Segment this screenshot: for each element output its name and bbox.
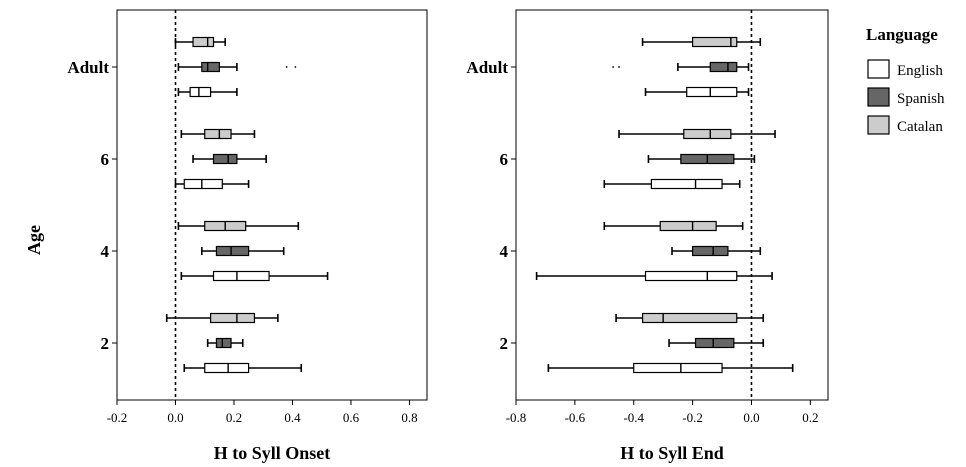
y-tick-label-4: 4 [101, 242, 110, 261]
box-catalan-age-2 [615, 312, 765, 324]
y-tick-label-adult: Adult [67, 58, 109, 77]
x-tick-label: 0.8 [401, 410, 417, 425]
y-tick-label-6: 6 [101, 150, 110, 169]
box-iqr [183, 178, 223, 190]
legend-item-english: English [867, 59, 943, 79]
y-tick-label-2: 2 [101, 334, 110, 353]
box-iqr [692, 245, 729, 257]
outlier-point [285, 66, 288, 68]
y-tick-label-2: 2 [500, 334, 509, 353]
box-english-age-4 [180, 270, 329, 282]
x-axis-title: H to Syll End [620, 443, 724, 463]
y-tick-label-6: 6 [500, 150, 509, 169]
box-catalan-age-4 [603, 220, 744, 232]
legend-item-catalan: Catalan [867, 115, 943, 135]
x-tick-label: 0.0 [167, 410, 183, 425]
x-tick-label: -0.2 [107, 410, 128, 425]
box-english-age-adult [644, 86, 750, 98]
x-tick-label: -0.2 [682, 410, 703, 425]
box-iqr [189, 86, 212, 98]
legend-swatch [867, 115, 890, 135]
box-iqr [204, 128, 232, 140]
x-tick-label: 0.0 [743, 410, 759, 425]
box-spanish-age-4 [671, 245, 762, 257]
legend-label: Spanish [897, 91, 945, 107]
box-iqr [650, 178, 723, 190]
box-iqr [209, 312, 256, 324]
outlier-point [612, 66, 615, 68]
x-tick-label: 0.2 [802, 410, 818, 425]
box-spanish-age-2 [668, 337, 765, 349]
box-english-age-2 [183, 362, 303, 374]
box-english-age-6 [174, 178, 250, 190]
legend-swatch [867, 87, 890, 107]
box-iqr [694, 337, 735, 349]
box-iqr [215, 337, 232, 349]
box-catalan-age-2 [165, 312, 279, 324]
box-spanish-age-4 [201, 245, 285, 257]
legend-items: English Spanish Catalan [867, 59, 945, 135]
box-catalan-age-4 [177, 220, 300, 232]
box-catalan-age-6 [180, 128, 256, 140]
legend-label: English [897, 63, 943, 79]
box-catalan-age-adult [174, 36, 227, 48]
box-iqr [212, 153, 238, 165]
box-english-age-adult [177, 86, 238, 98]
x-axis-title: H to Syll Onset [214, 443, 331, 463]
x-tick-label: -0.4 [623, 410, 644, 425]
box-iqr [686, 86, 738, 98]
box-iqr [641, 312, 738, 324]
box-iqr [215, 245, 250, 257]
box-iqr [709, 61, 738, 73]
box-iqr [683, 128, 732, 140]
legend: Language English Spanish Catalan [866, 25, 945, 135]
box-spanish-age-6 [192, 153, 267, 165]
box-catalan-age-adult [641, 36, 762, 48]
y-tick-label-adult: Adult [466, 58, 508, 77]
y-tick-label-4: 4 [500, 242, 509, 261]
left-panel: -0.2 0.0 0.2 0.4 0.6 0.8 H to Syll Onset 2 4 6 Adu… [67, 9, 428, 463]
box-iqr [192, 36, 215, 48]
box-english-age-6 [603, 178, 741, 190]
x-tick-label: -0.8 [506, 410, 527, 425]
y-axis-title: Age [24, 225, 44, 255]
x-tick-label: 0.4 [284, 410, 301, 425]
legend-swatch [867, 59, 890, 79]
x-tick-label: 0.2 [226, 410, 242, 425]
box-spanish-age-adult [177, 61, 297, 73]
plot-frame [515, 9, 829, 401]
box-iqr [659, 220, 717, 232]
plot-frame [116, 9, 428, 401]
box-spanish-age-adult [612, 61, 750, 73]
outlier-point [294, 66, 297, 68]
box-catalan-age-6 [618, 128, 776, 140]
box-english-age-2 [547, 362, 794, 374]
right-panel: -0.8 -0.6 -0.4 -0.2 0.0 0.2 H to Syll End 2 4 6 Ad… [466, 9, 829, 463]
box-iqr [212, 270, 270, 282]
box-iqr [692, 36, 738, 48]
x-tick-label: 0.6 [343, 410, 360, 425]
box-iqr [201, 61, 220, 73]
box-iqr [633, 362, 723, 374]
box-english-age-4 [535, 270, 773, 282]
outlier-point [618, 66, 620, 68]
legend-title: Language [866, 25, 938, 44]
box-spanish-age-2 [206, 337, 244, 349]
box-iqr [204, 362, 250, 374]
legend-label: Catalan [897, 119, 943, 135]
legend-item-spanish: Spanish [867, 87, 945, 107]
box-spanish-age-6 [647, 153, 756, 165]
x-tick-label: -0.6 [565, 410, 586, 425]
box-iqr [644, 270, 738, 282]
